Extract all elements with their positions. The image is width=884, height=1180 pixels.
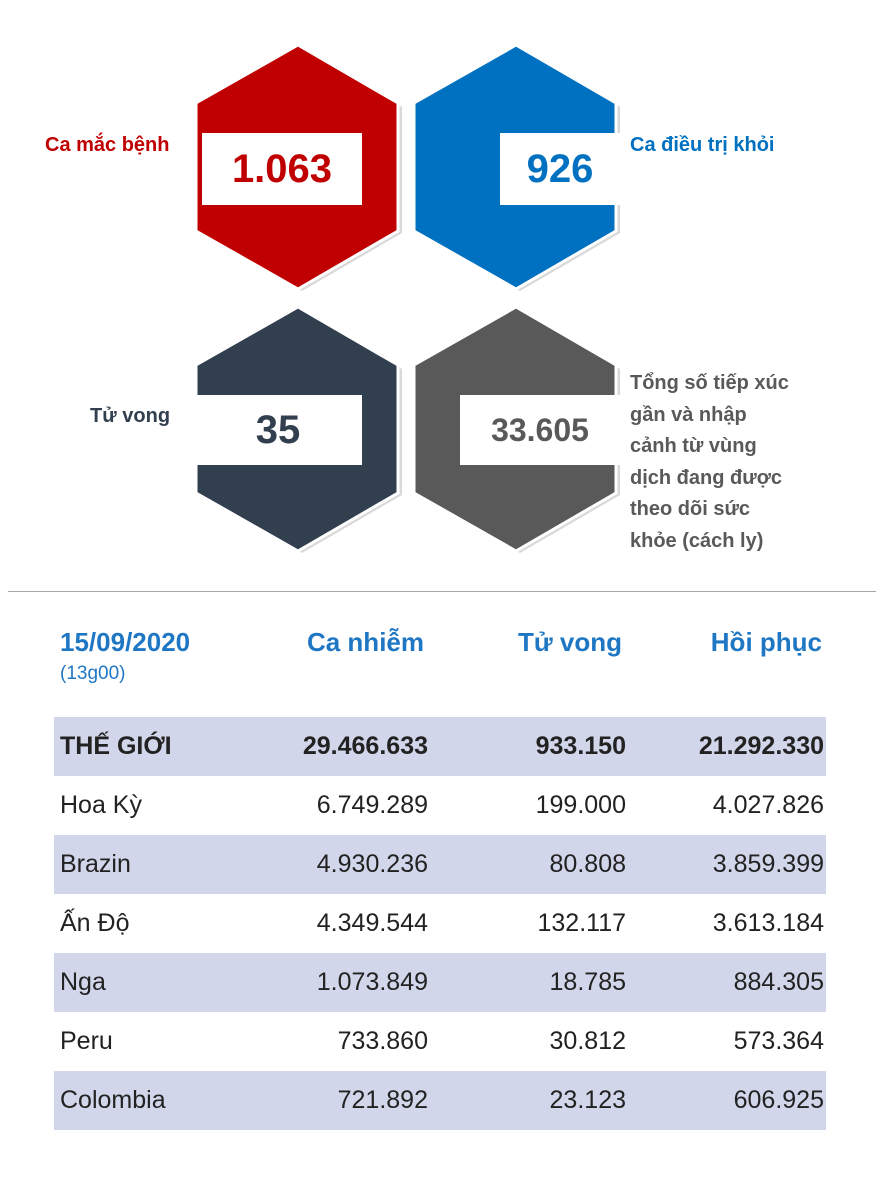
deaths-hexagon: 35 xyxy=(194,305,406,555)
header-recovered: Hồi phục xyxy=(710,627,822,657)
deaths-value: 35 xyxy=(194,395,362,465)
country-name: Colombia xyxy=(60,1086,166,1114)
monitored-hexagon: 33.605 xyxy=(412,305,624,555)
country-name: Ấn Độ xyxy=(60,909,130,937)
recovered-cell: 606.925 xyxy=(733,1086,824,1114)
table-row: Brazin 4.930.236 80.808 3.859.399 xyxy=(54,835,826,894)
deaths-cell: 199.000 xyxy=(535,791,626,819)
country-table: THẾ GIỚI 29.466.633 933.150 21.292.330 H… xyxy=(54,717,826,1130)
cases-cell: 733.860 xyxy=(337,1027,428,1055)
recovered-hexagon: 926 xyxy=(412,43,624,293)
section-divider xyxy=(8,591,876,592)
cases-cell: 29.466.633 xyxy=(302,732,428,760)
table-row-world: THẾ GIỚI 29.466.633 933.150 21.292.330 xyxy=(54,717,826,776)
table-time: (13g00) xyxy=(60,663,126,684)
recovered-cell: 21.292.330 xyxy=(698,732,824,760)
monitored-value: 33.605 xyxy=(460,395,620,465)
table-row: Hoa Kỳ 6.749.289 199.000 4.027.826 xyxy=(54,776,826,835)
country-name: Brazin xyxy=(60,850,131,878)
monitored-label-line: Tổng số tiếp xúc xyxy=(630,372,789,394)
monitored-label-line: dịch đang được xyxy=(630,466,783,489)
header-deaths: Tử vong xyxy=(517,627,622,657)
deaths-cell: 80.808 xyxy=(549,850,626,878)
table-row: Ấn Độ 4.349.544 132.117 3.613.184 xyxy=(54,894,826,953)
monitored-label-line: cảnh từ vùng xyxy=(630,435,757,457)
country-name: Hoa Kỳ xyxy=(60,791,142,819)
recovered-cell: 4.027.826 xyxy=(712,791,824,819)
recovered-value: 926 xyxy=(500,133,620,205)
table-row: Peru 733.860 30.812 573.364 xyxy=(54,1012,826,1071)
table-row: Nga 1.073.849 18.785 884.305 xyxy=(54,953,826,1012)
cases-value: 1.063 xyxy=(202,133,362,205)
table-row: Colombia 721.892 23.123 606.925 xyxy=(54,1071,826,1130)
deaths-cell: 132.117 xyxy=(537,909,626,937)
recovered-cell: 884.305 xyxy=(733,968,824,996)
country-name: Peru xyxy=(60,1027,113,1055)
table-date: 15/09/2020 xyxy=(60,627,191,657)
monitored-label: Tổng số tiếp xúc gần và nhập cảnh từ vùn… xyxy=(630,368,789,557)
cases-cell: 4.930.236 xyxy=(316,850,428,878)
cases-cell: 6.749.289 xyxy=(316,791,428,819)
deaths-label: Tử vong xyxy=(90,405,171,427)
country-name: Nga xyxy=(60,968,106,996)
recovered-cell: 3.613.184 xyxy=(712,909,824,937)
cases-label: Ca mắc bệnh xyxy=(45,134,170,156)
deaths-cell: 18.785 xyxy=(549,968,626,996)
country-name: THẾ GIỚI xyxy=(60,732,172,760)
deaths-cell: 933.150 xyxy=(535,732,626,760)
monitored-label-line: gần và nhập xyxy=(630,403,747,426)
cases-hexagon: 1.063 xyxy=(194,43,406,293)
cases-cell: 1.073.849 xyxy=(316,968,428,996)
deaths-cell: 23.123 xyxy=(549,1086,626,1114)
monitored-label-line: khỏe (cách ly) xyxy=(630,529,764,552)
recovered-cell: 573.364 xyxy=(733,1027,824,1055)
monitored-label-line: theo dõi sức xyxy=(630,498,751,520)
header-cases: Ca nhiễm xyxy=(306,627,424,657)
deaths-cell: 30.812 xyxy=(549,1027,626,1055)
cases-cell: 721.892 xyxy=(337,1086,428,1114)
cases-cell: 4.349.544 xyxy=(316,909,428,937)
recovered-cell: 3.859.399 xyxy=(712,850,824,878)
recovered-label: Ca điều trị khỏi xyxy=(630,134,775,156)
